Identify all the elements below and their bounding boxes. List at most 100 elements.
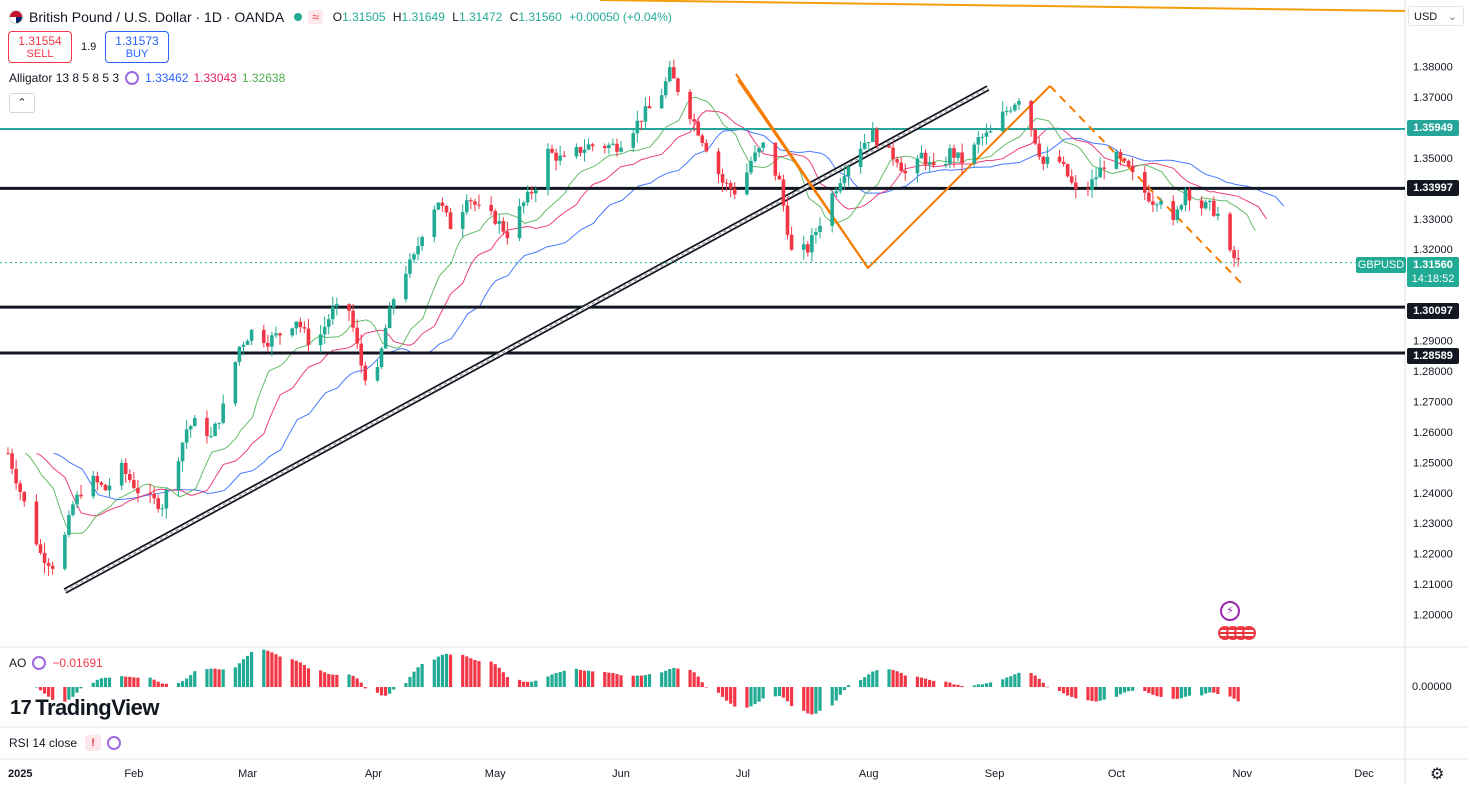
- ao-bar: [47, 687, 51, 697]
- ao-bar: [664, 670, 668, 687]
- ao-bar: [802, 687, 806, 711]
- candle-body: [107, 485, 112, 491]
- candle-body: [274, 333, 278, 336]
- ao-bar: [891, 670, 895, 687]
- candle-body: [1102, 167, 1106, 169]
- candle-body: [505, 231, 510, 239]
- ao-bar: [432, 659, 436, 687]
- warning-icon[interactable]: !: [85, 735, 102, 751]
- candle-body: [801, 244, 806, 250]
- indicator-settings-icon[interactable]: [125, 71, 140, 85]
- alligator-legend[interactable]: Alligator 13 8 5 8 5 3 1.33462 1.33043 1…: [9, 71, 285, 85]
- currency-label: USD: [1414, 11, 1438, 23]
- ao-bar: [217, 669, 221, 687]
- candle-body: [1029, 101, 1033, 130]
- candle-body: [948, 148, 952, 164]
- candle-body: [1033, 129, 1037, 144]
- ao-bar: [733, 687, 737, 707]
- candle-body: [136, 488, 140, 494]
- candle-body: [834, 191, 839, 194]
- ao-bar: [465, 656, 469, 687]
- ao-bar: [923, 678, 928, 687]
- candle-body: [318, 334, 323, 346]
- event-lightning-icon[interactable]: ⚡: [1220, 601, 1240, 621]
- collapse-legend-button[interactable]: ⌃: [9, 93, 35, 113]
- gear-icon[interactable]: ⚙: [1430, 766, 1445, 783]
- candle-body: [383, 328, 388, 349]
- candle-body: [647, 106, 652, 109]
- ao-bar: [781, 687, 786, 698]
- candle-body: [919, 152, 924, 159]
- candle-body: [562, 155, 567, 157]
- ao-bar: [562, 670, 566, 687]
- ao-bar: [444, 653, 449, 687]
- candle-body: [497, 221, 502, 224]
- candle-body: [704, 142, 709, 152]
- ao-bar: [392, 687, 396, 690]
- candle-body: [355, 327, 359, 344]
- ao-bar: [323, 672, 327, 687]
- candle-body: [241, 344, 246, 347]
- candle-body: [915, 158, 920, 174]
- ao-value: −0.01691: [52, 656, 103, 670]
- indicator-settings-icon[interactable]: [32, 656, 47, 670]
- candle-body: [1086, 188, 1090, 191]
- countdown-label: 14:18:52: [1407, 271, 1459, 287]
- ao-bar: [530, 681, 534, 687]
- candle-body: [781, 179, 786, 206]
- candle-body: [870, 129, 875, 143]
- ao-bar: [643, 675, 648, 687]
- candle-body: [347, 304, 351, 311]
- ao-bar: [1029, 672, 1033, 687]
- candle-body: [249, 329, 254, 341]
- tradingview-logo[interactable]: 17 TradingView: [10, 695, 159, 721]
- candle-body: [298, 321, 303, 328]
- candle-body: [46, 562, 51, 566]
- ao-bar: [919, 677, 924, 687]
- x-tick-label: Oct: [1108, 768, 1125, 780]
- wave-icon[interactable]: ≈: [308, 10, 323, 24]
- candle-body: [91, 475, 96, 497]
- ao-bar: [388, 687, 392, 694]
- ao-bar: [420, 663, 424, 687]
- alligator-lips-value: 1.32638: [241, 71, 286, 85]
- sell-label: SELL: [26, 48, 54, 60]
- ao-bar: [128, 676, 132, 687]
- ao-bar: [176, 682, 181, 687]
- ao-bar: [846, 685, 851, 687]
- rsi-legend[interactable]: RSI 14 close !: [9, 735, 127, 751]
- symbol-legend[interactable]: British Pound / U.S. Dollar · 1D · OANDA…: [9, 9, 672, 25]
- candle-body: [294, 321, 299, 329]
- ao-bar: [635, 675, 639, 687]
- candle-body: [692, 119, 696, 122]
- trend-line: [599, 0, 1406, 12]
- indicator-settings-icon[interactable]: [107, 736, 122, 750]
- candle-body: [1207, 200, 1212, 203]
- candle-body: [205, 417, 209, 437]
- ao-bar: [944, 681, 948, 687]
- ao-bar: [107, 677, 112, 687]
- candle-body: [176, 461, 181, 490]
- buy-price: 1.31573: [115, 34, 159, 48]
- candle-body: [306, 328, 311, 346]
- candle-body: [440, 202, 445, 206]
- ao-legend[interactable]: AO −0.01691: [9, 656, 103, 670]
- economic-events[interactable]: [1218, 626, 1256, 640]
- ao-bar: [668, 669, 672, 687]
- currency-selector[interactable]: USD ⌄: [1408, 6, 1464, 26]
- alligator-teeth-line: [36, 110, 1268, 517]
- candle-body: [842, 176, 847, 184]
- candle-body: [160, 508, 165, 510]
- candle-body: [810, 235, 814, 253]
- sell-button[interactable]: 1.31554 SELL: [8, 31, 72, 63]
- buy-button[interactable]: 1.31573 BUY: [105, 31, 169, 63]
- ao-bar: [838, 687, 842, 695]
- candle-body: [773, 142, 778, 176]
- candle-body: [927, 162, 932, 165]
- ao-bar: [347, 674, 351, 687]
- candle-body: [1126, 160, 1131, 167]
- candle-body: [152, 493, 156, 499]
- ao-bar: [262, 649, 266, 687]
- ao-bar: [887, 669, 891, 687]
